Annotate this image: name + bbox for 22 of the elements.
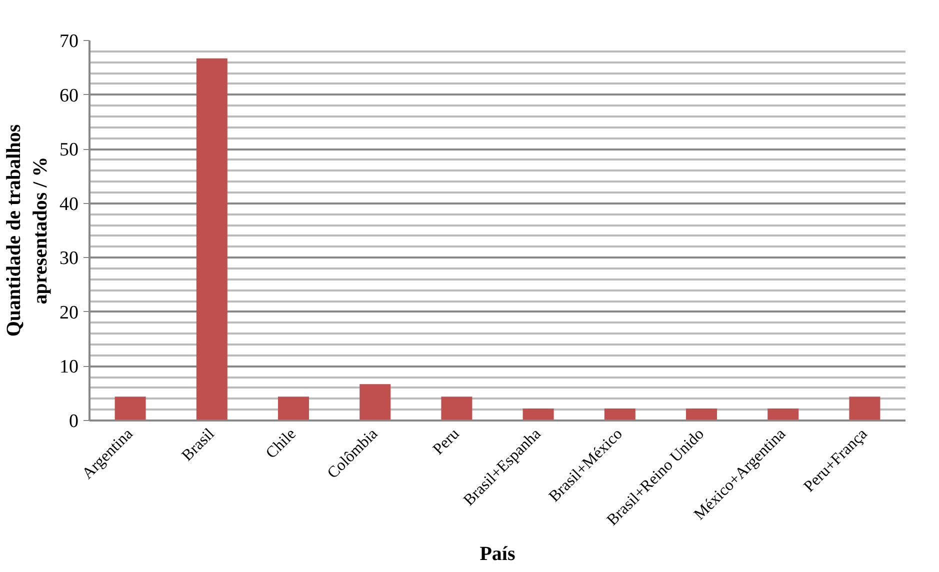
bar: [849, 396, 880, 420]
bar: [278, 396, 310, 420]
x-tick-label: Chile: [262, 425, 300, 462]
y-tick-label: 60: [60, 85, 78, 106]
x-axis-title: País: [480, 543, 516, 566]
y-tick-label: 10: [60, 356, 78, 378]
x-tick-label: Peru: [430, 425, 463, 458]
y-tick-label: 40: [60, 194, 78, 215]
y-tick-label: 0: [69, 411, 78, 432]
bar: [360, 384, 391, 420]
bar: [522, 408, 554, 420]
bar: [114, 396, 146, 420]
bar: [604, 408, 636, 420]
y-tick-label: 50: [60, 140, 78, 161]
y-tick-label: 70: [60, 31, 78, 52]
bar: [686, 408, 718, 420]
bar: [441, 396, 472, 420]
y-tick-label: 30: [60, 248, 78, 270]
bar: [196, 58, 228, 420]
bar: [768, 408, 799, 420]
y-axis-title: Quantidade de trabalhos apresentados / %: [3, 124, 52, 337]
y-tick-label: 20: [60, 302, 78, 324]
